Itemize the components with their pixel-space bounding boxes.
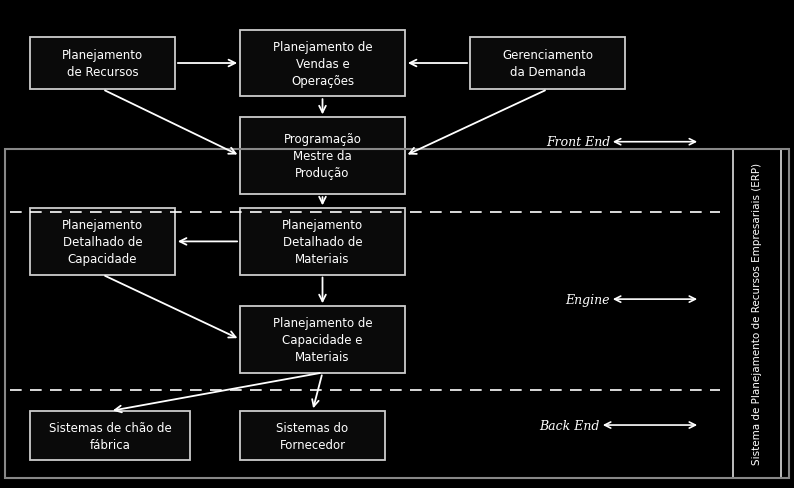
Text: Planejamento de
Vendas e
Operações: Planejamento de Vendas e Operações <box>272 41 372 87</box>
Text: Sistema de Planejamento de Recursos Empresariais (ERP): Sistema de Planejamento de Recursos Empr… <box>752 163 762 464</box>
Text: Programação
Mestre da
Produção: Programação Mestre da Produção <box>283 133 361 180</box>
Text: Sistemas de chão de
fábrica: Sistemas de chão de fábrica <box>48 421 172 450</box>
Bar <box>240 118 405 195</box>
Bar <box>240 411 385 460</box>
Text: Front End: Front End <box>545 136 610 149</box>
Bar <box>240 31 405 97</box>
Text: Back End: Back End <box>540 419 600 432</box>
Text: Planejamento
Detalhado de
Materiais: Planejamento Detalhado de Materiais <box>282 219 363 265</box>
Text: Planejamento
Detalhado de
Capacidade: Planejamento Detalhado de Capacidade <box>62 219 143 265</box>
Bar <box>30 38 175 90</box>
Bar <box>733 149 781 478</box>
Bar <box>240 209 405 275</box>
Text: Gerenciamento
da Demanda: Gerenciamento da Demanda <box>502 49 593 79</box>
Bar <box>5 149 789 478</box>
Text: Planejamento de
Capacidade e
Materiais: Planejamento de Capacidade e Materiais <box>272 316 372 363</box>
Text: Planejamento
de Recursos: Planejamento de Recursos <box>62 49 143 79</box>
Text: Sistemas do
Fornecedor: Sistemas do Fornecedor <box>276 421 349 450</box>
Bar <box>240 306 405 373</box>
Text: Engine: Engine <box>565 293 610 306</box>
Bar <box>470 38 625 90</box>
Bar <box>30 411 190 460</box>
Bar <box>30 209 175 275</box>
